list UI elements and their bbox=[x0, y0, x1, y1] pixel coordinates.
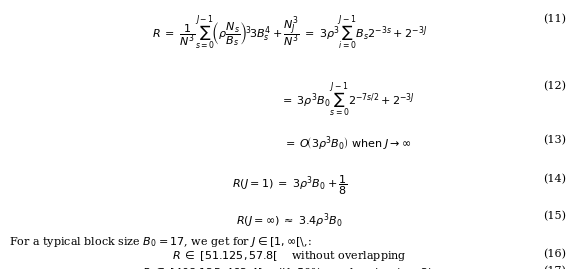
Text: (16): (16) bbox=[543, 249, 566, 259]
Text: $=\; 3\rho^3 B_0 \sum_{s=0}^{J-1} 2^{-7s/2} + 2^{-3J}$: $=\; 3\rho^3 B_0 \sum_{s=0}^{J-1} 2^{-7s… bbox=[280, 81, 415, 119]
Text: $R \;=\; \dfrac{1}{N^3}\sum_{s=0}^{J-1}\!\left(\rho\dfrac{N_s}{B_s}\right)^{\!3}: $R \;=\; \dfrac{1}{N^3}\sum_{s=0}^{J-1}\… bbox=[152, 13, 427, 52]
Text: $R(J=1) \;=\; 3\rho^3 B_0 + \dfrac{1}{8}$: $R(J=1) \;=\; 3\rho^3 B_0 + \dfrac{1}{8}… bbox=[232, 174, 347, 197]
Text: $=\; O\!\left(3\rho^3 B_0\right)\; \mathrm{when}\; J \to \infty$: $=\; O\!\left(3\rho^3 B_0\right)\; \math… bbox=[283, 134, 412, 153]
Text: (13): (13) bbox=[543, 134, 566, 145]
Text: $R \;\in\; [51.125, 57.8[\quad$ without overlapping: $R \;\in\; [51.125, 57.8[\quad$ without … bbox=[172, 249, 407, 263]
Text: (12): (12) bbox=[543, 81, 566, 91]
Text: (17): (17) bbox=[543, 266, 566, 269]
Text: (11): (11) bbox=[543, 13, 566, 24]
Text: (15): (15) bbox=[543, 211, 566, 221]
Text: $R \;\in\; [408.125, 462.4[\;$ with 50% overlapping $(\rho = 2)$.: $R \;\in\; [408.125, 462.4[\;$ with 50% … bbox=[142, 266, 437, 269]
Text: (14): (14) bbox=[543, 174, 566, 184]
Text: For a typical block size $B_0 = 17$, we get for $J \in [1, \infty[$\,:: For a typical block size $B_0 = 17$, we … bbox=[9, 235, 312, 249]
Text: $R(J=\infty) \;\approx\; 3.4\rho^3 B_0$: $R(J=\infty) \;\approx\; 3.4\rho^3 B_0$ bbox=[236, 211, 343, 230]
